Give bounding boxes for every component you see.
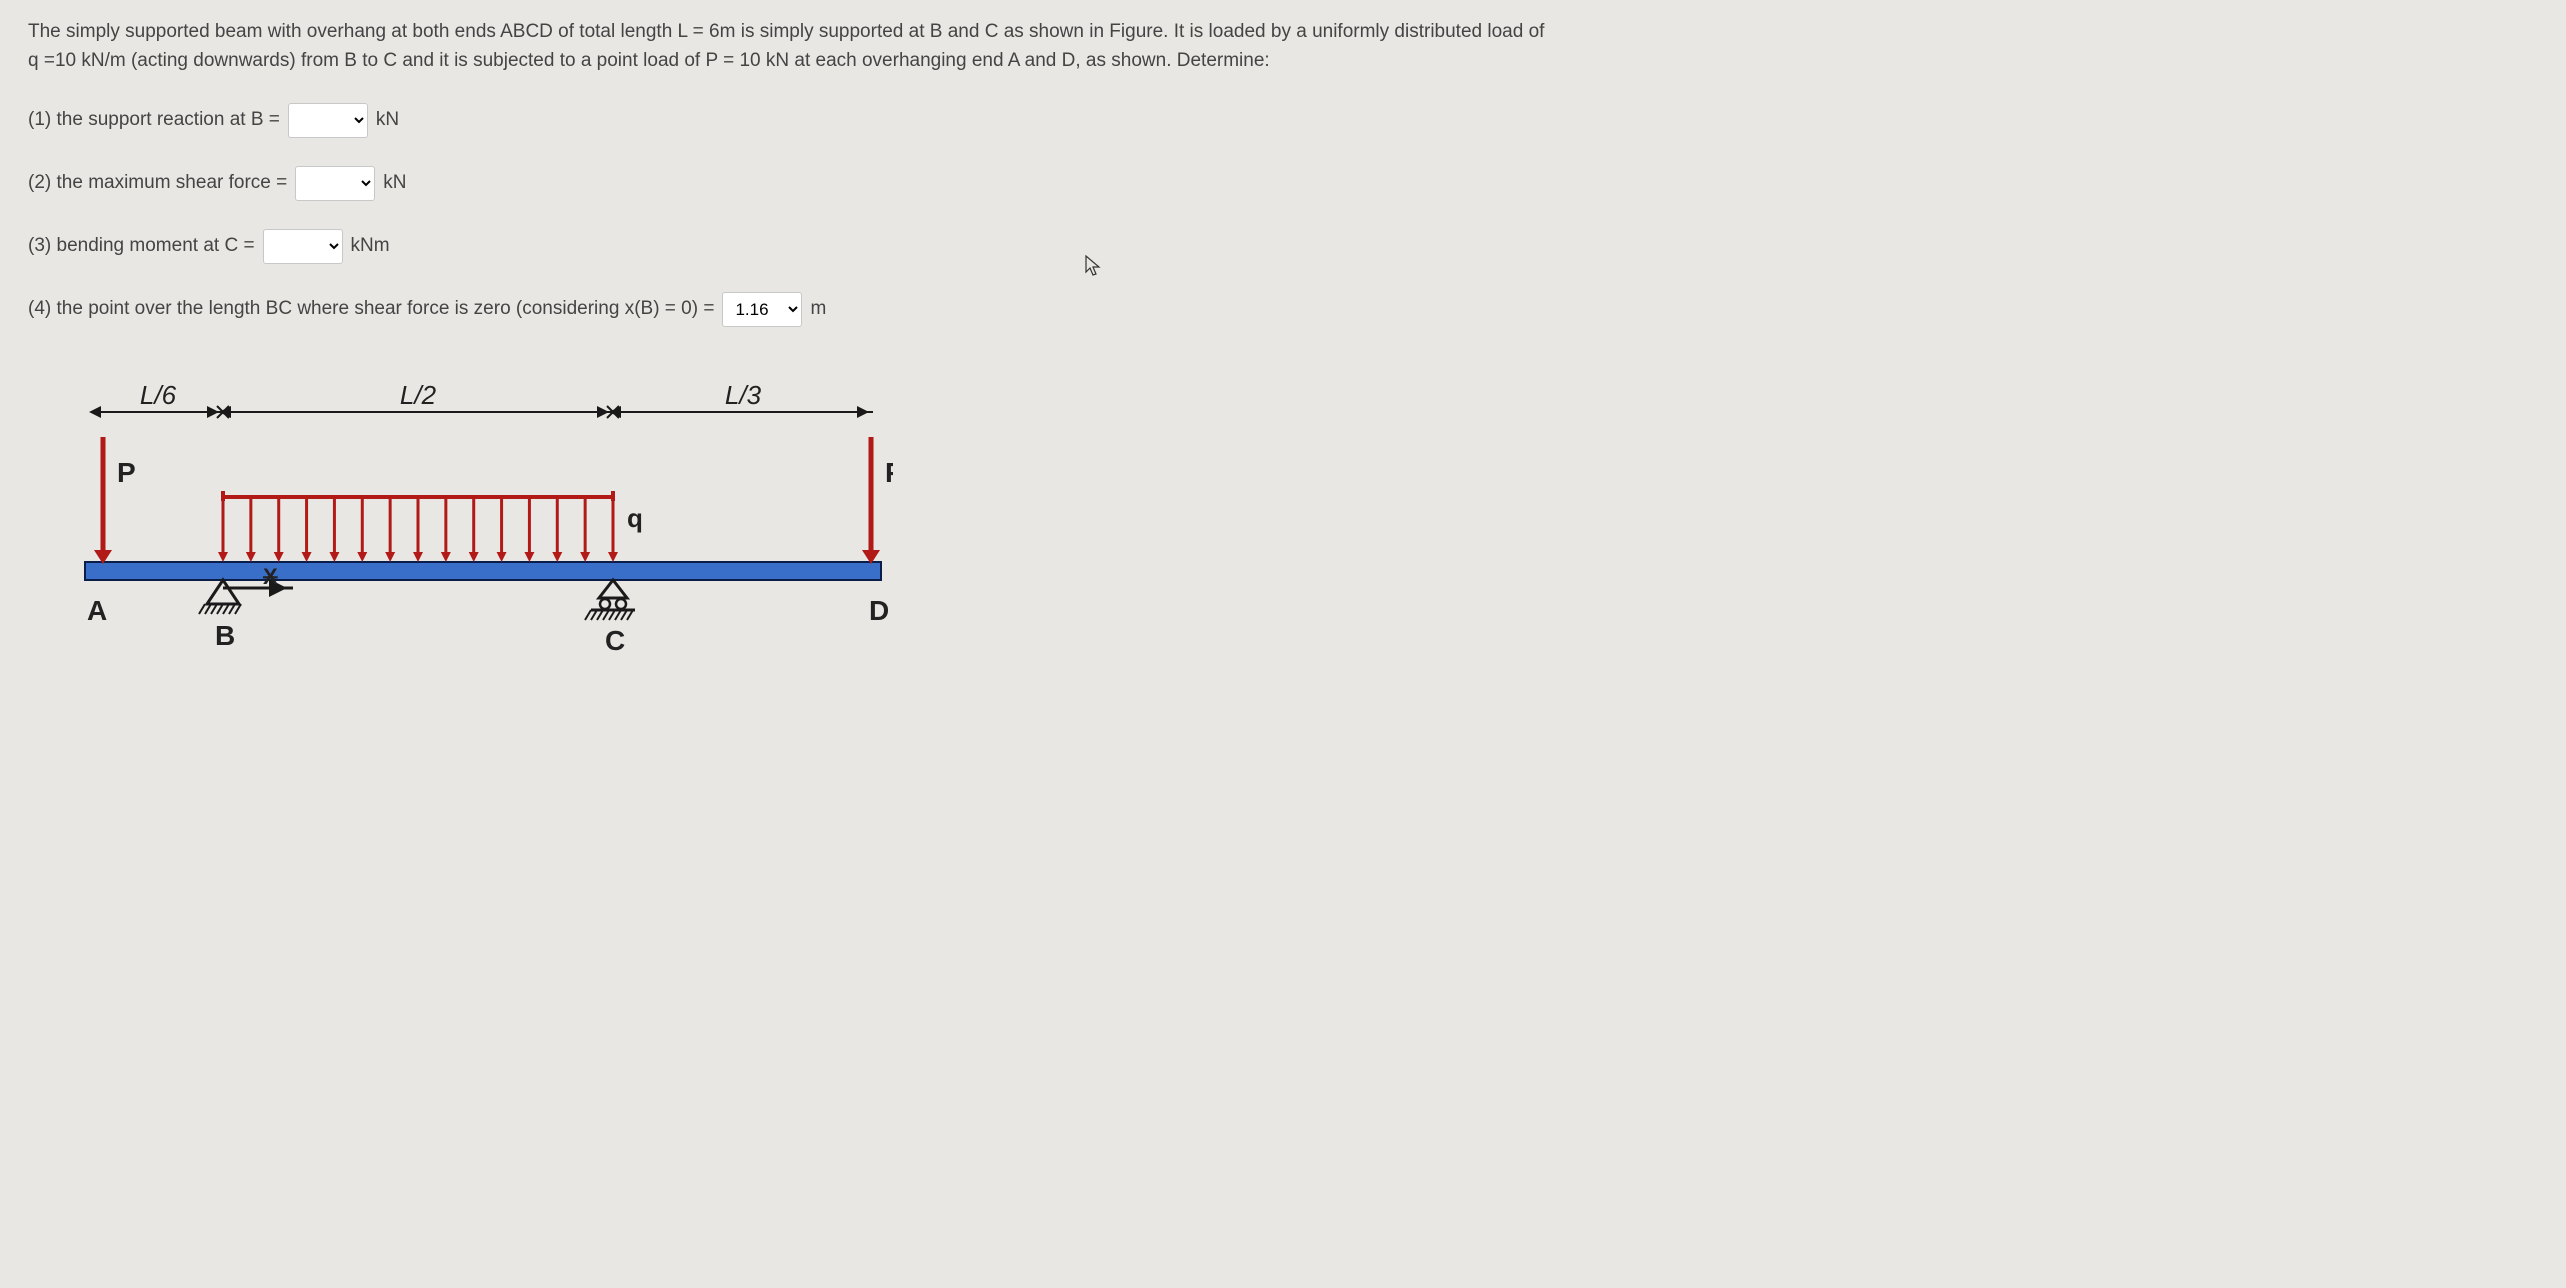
q3-select[interactable] [263, 229, 343, 264]
svg-text:C: C [605, 625, 625, 656]
svg-text:A: A [87, 595, 107, 626]
q2-label: (2) the maximum shear force = [28, 169, 287, 198]
q3-label: (3) bending moment at C = [28, 232, 255, 261]
svg-text:B: B [215, 620, 235, 651]
q1-select[interactable] [288, 103, 368, 138]
q2-unit: kN [383, 169, 406, 198]
q4-unit: m [810, 295, 826, 324]
svg-text:q: q [627, 503, 643, 533]
svg-text:L/3: L/3 [725, 382, 762, 410]
q1-label: (1) the support reaction at B = [28, 106, 280, 135]
q1-unit: kN [376, 106, 399, 135]
svg-text:X: X [263, 564, 278, 589]
q3-unit: kNm [351, 232, 390, 261]
q4-select[interactable]: 1.16 [722, 292, 802, 327]
svg-text:L/6: L/6 [140, 382, 177, 410]
problem-statement: The simply supported beam with overhang … [28, 18, 1548, 75]
svg-text:P: P [885, 457, 893, 488]
q4-label: (4) the point over the length BC where s… [28, 295, 714, 324]
svg-text:D: D [869, 595, 889, 626]
svg-text:P: P [117, 457, 136, 488]
q2-select[interactable] [295, 166, 375, 201]
svg-text:L/2: L/2 [400, 382, 437, 410]
beam-figure: L/6 L/2 L/3 q P P X A B C D [73, 382, 2538, 672]
